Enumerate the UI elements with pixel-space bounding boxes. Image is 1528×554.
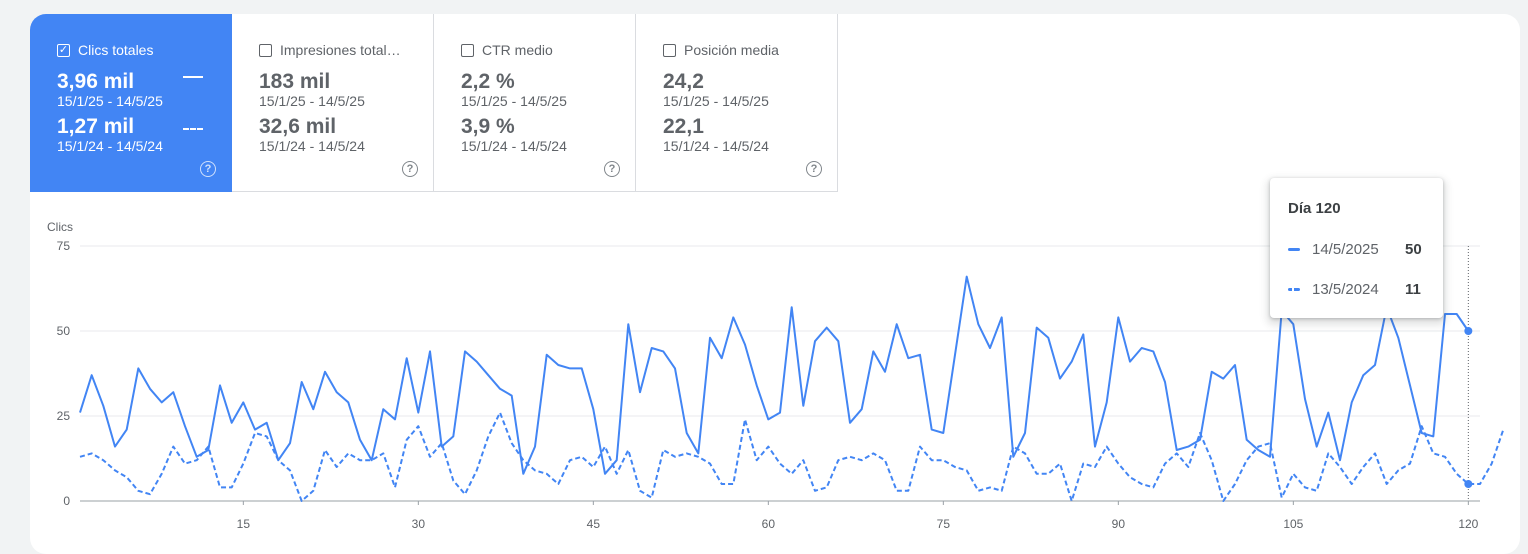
tooltip-row-current: 14/5/2025 50: [1288, 240, 1443, 258]
tooltip-title: Día 120: [1288, 200, 1341, 217]
checkbox-icon[interactable]: [259, 43, 272, 57]
metric-value-current: 2,2 %: [461, 70, 515, 93]
tab-title: CTR medio: [482, 42, 553, 58]
help-icon[interactable]: ?: [200, 161, 216, 177]
x-tick-label: 15: [237, 517, 251, 531]
solid-line-legend-icon: [183, 76, 203, 78]
tab-title: Clics totales: [78, 42, 154, 58]
series-line: [79, 411, 1505, 502]
metric-value-current: 24,2: [663, 70, 704, 93]
metric-period-current: 15/1/25 - 14/5/25: [57, 93, 163, 109]
solid-line-swatch-icon: [1288, 247, 1300, 251]
x-tick-label: 90: [1112, 517, 1126, 531]
checkbox-icon[interactable]: [663, 43, 676, 57]
series-previous-period: [79, 411, 1505, 502]
clicks-line-chart[interactable]: Clics 0 25 50 75 15 30 45 60 75 90 105 120: [30, 14, 1520, 531]
tab-impresiones[interactable]: Impresiones total… 183 mil 15/1/25 - 14/…: [232, 14, 434, 192]
tab-title: Posición media: [684, 42, 779, 58]
metric-period-current: 15/1/25 - 14/5/25: [461, 93, 567, 109]
series-current-period: [79, 275, 1473, 475]
metric-tabs: ✓ Clics totales 3,96 mil 15/1/25 - 14/5/…: [30, 14, 838, 192]
metric-value-current: 183 mil: [259, 70, 331, 93]
x-tick-label: 30: [412, 517, 426, 531]
chart-tooltip: Día 120 14/5/2025 50 13/5/2024 11: [1270, 178, 1443, 318]
x-tick-label: 45: [587, 517, 601, 531]
metric-value-current: 3,96 mil: [57, 70, 135, 93]
y-axis-label: Clics: [47, 220, 73, 234]
tooltip-value: 11: [1405, 280, 1421, 298]
y-tick-label: 0: [63, 494, 70, 508]
tab-clics-totales[interactable]: ✓ Clics totales 3,96 mil 15/1/25 - 14/5/…: [30, 14, 232, 192]
metric-period-previous: 15/1/24 - 14/5/24: [57, 138, 163, 154]
y-tick-label: 75: [57, 239, 71, 253]
metric-value-previous: 22,1: [663, 115, 704, 138]
metric-period-previous: 15/1/24 - 14/5/24: [259, 138, 365, 154]
metric-period-current: 15/1/25 - 14/5/25: [259, 93, 365, 109]
tooltip-value: 50: [1405, 240, 1422, 258]
metric-value-previous: 1,27 mil: [57, 115, 135, 138]
metric-period-previous: 15/1/24 - 14/5/24: [461, 138, 567, 154]
checkbox-icon[interactable]: [461, 43, 474, 57]
tab-posicion-media[interactable]: Posición media 24,2 15/1/25 - 14/5/25 22…: [636, 14, 838, 192]
dashed-line-swatch-icon: [1288, 287, 1300, 291]
metric-value-previous: 3,9 %: [461, 115, 515, 138]
tab-title: Impresiones total…: [280, 42, 401, 58]
metric-value-previous: 32,6 mil: [259, 115, 337, 138]
tab-ctr-medio[interactable]: CTR medio 2,2 % 15/1/25 - 14/5/25 3,9 % …: [434, 14, 636, 192]
hover-point: [1464, 480, 1473, 488]
metric-period-current: 15/1/25 - 14/5/25: [663, 93, 769, 109]
y-tick-label: 25: [57, 409, 71, 423]
x-tick-label: 120: [1458, 517, 1478, 531]
metric-period-previous: 15/1/24 - 14/5/24: [663, 138, 769, 154]
performance-card: ✓ Clics totales 3,96 mil 15/1/25 - 14/5/…: [30, 14, 1520, 554]
y-tick-label: 50: [57, 324, 71, 338]
help-icon[interactable]: ?: [402, 161, 418, 177]
help-icon[interactable]: ?: [604, 161, 620, 177]
help-icon[interactable]: ?: [806, 161, 822, 177]
dashed-line-legend-icon: [183, 128, 203, 130]
x-tick-label: 75: [937, 517, 951, 531]
series-line: [79, 275, 1470, 475]
tooltip-date: 13/5/2024: [1312, 280, 1379, 298]
tooltip-row-previous: 13/5/2024 11: [1288, 280, 1443, 298]
checkbox-checked-icon[interactable]: ✓: [57, 43, 70, 57]
x-tick-label: 105: [1283, 517, 1303, 531]
tooltip-date: 14/5/2025: [1312, 240, 1379, 258]
hover-point: [1464, 327, 1473, 335]
x-tick-label: 60: [762, 517, 776, 531]
